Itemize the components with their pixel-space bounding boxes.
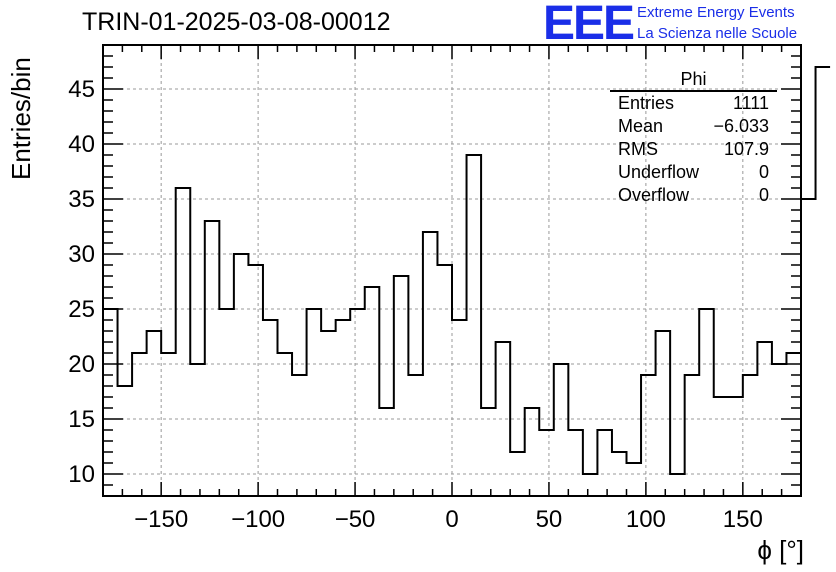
y-tick-label: 20: [68, 351, 95, 378]
stats-row-underflow: Underflow 0: [610, 161, 777, 184]
stats-box-title: Phi: [610, 68, 777, 92]
x-tick-label: 50: [536, 506, 563, 533]
stats-row-entries: Entries 1111: [610, 92, 777, 115]
stats-value: 0: [758, 162, 769, 182]
x-axis-label: ϕ [°]: [757, 535, 804, 565]
stats-row-overflow: Overflow 0: [610, 184, 777, 207]
stats-label: RMS: [618, 139, 658, 159]
eee-logo: EEE: [543, 0, 635, 50]
stats-box: Phi Entries 1111 Mean −6.033 RMS 107.9 U…: [610, 68, 777, 207]
logo-subtitle-line2: La Scienza nelle Scuole: [637, 25, 798, 42]
y-tick-label: 45: [68, 76, 95, 103]
stats-label: Entries: [618, 93, 675, 113]
y-tick-label: 30: [68, 241, 95, 268]
stats-value: −6.033: [713, 116, 769, 136]
stats-value: 1111: [732, 93, 769, 113]
stats-label: Underflow: [618, 162, 700, 182]
y-tick-label: 10: [68, 461, 95, 488]
stats-row-mean: Mean −6.033: [610, 115, 777, 138]
y-tick-label: 25: [68, 296, 95, 323]
stats-value: 0: [758, 185, 769, 205]
x-tick-label: 0: [445, 506, 458, 533]
y-tick-label: 40: [68, 131, 95, 158]
run-title: TRIN-01-2025-03-08-00012: [82, 8, 391, 36]
tick-labels: −150 −100 −50 0 50 100 150 10 15 20 25 30 35 40 45: [68, 76, 763, 533]
stats-label: Overflow: [618, 185, 690, 205]
y-tick-label: 15: [68, 406, 95, 433]
y-axis-label: Entries/bin: [6, 57, 36, 180]
stats-label: Mean: [618, 116, 664, 136]
stats-value: 107.9: [723, 139, 769, 159]
x-tick-label: −150: [134, 506, 188, 533]
x-tick-label: −100: [231, 506, 285, 533]
logo-subtitle-line1: Extreme Energy Events: [637, 4, 795, 21]
y-tick-label: 35: [68, 186, 95, 213]
histogram-series-line: [103, 66, 831, 475]
x-tick-label: 150: [723, 506, 763, 533]
x-tick-label: −50: [335, 506, 376, 533]
stats-row-rms: RMS 107.9: [610, 138, 777, 161]
axis-ticks: [102, 45, 802, 496]
x-tick-label: 100: [626, 506, 666, 533]
